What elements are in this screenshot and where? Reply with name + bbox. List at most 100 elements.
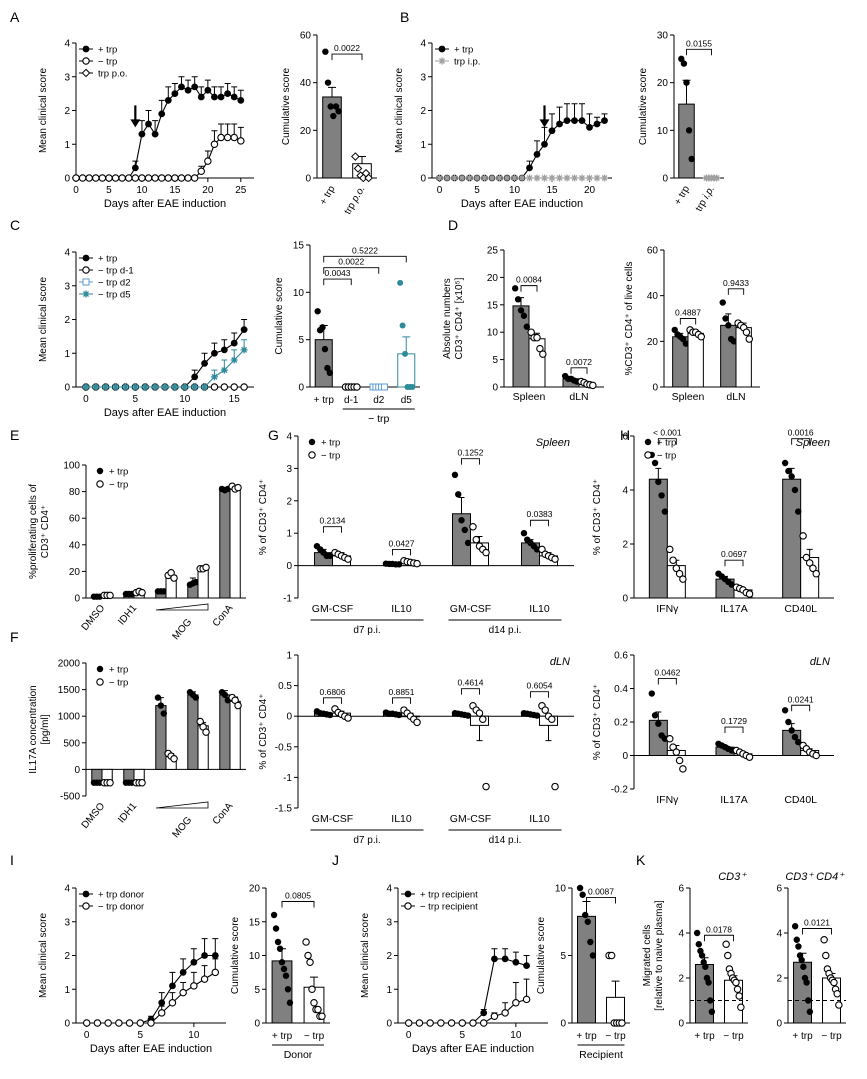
y-tick-label: 1 [64, 349, 70, 360]
legend-marker [82, 890, 90, 898]
y-axis-label: % of CD3⁺ CD4⁺ [592, 684, 603, 760]
y-axis-label: Cumulative score [536, 916, 547, 994]
bar [197, 568, 209, 599]
legend-marker [82, 57, 90, 65]
data-point [688, 155, 695, 163]
data-point [482, 548, 490, 557]
legend-marker [82, 902, 90, 910]
p-value-label: 0.0805 [285, 891, 311, 901]
data-point [472, 535, 480, 544]
y-tick-label: 0 [286, 712, 292, 723]
panel-letter: H [620, 427, 630, 443]
data-point [125, 1019, 134, 1027]
data-point [480, 1009, 488, 1017]
y-tick-label: 6 [776, 884, 782, 895]
y-tick-label: 5 [254, 985, 260, 996]
data-point [479, 1019, 488, 1027]
legend-marker [404, 890, 412, 898]
y-tick-label: 10 [249, 951, 261, 962]
data-point [526, 174, 533, 182]
data-point [523, 962, 530, 970]
x-group-label: GM-CSF [450, 813, 491, 825]
legend-marker [82, 254, 90, 262]
data-point [344, 714, 352, 722]
data-point [82, 383, 90, 391]
data-point [799, 532, 807, 540]
data-point [803, 979, 810, 986]
significance-bracket [281, 901, 315, 908]
data-point [131, 174, 140, 182]
data-point [240, 383, 248, 391]
y-axis-label-2: CD3⁺ CD4⁺ [40, 505, 51, 558]
y-axis-label: %proliferating cells of [28, 484, 39, 579]
bar [577, 915, 596, 1024]
p-value-label: 0.0178 [706, 924, 732, 934]
x-tick-label: 0 [406, 1030, 412, 1041]
legend-label: − trp d-1 [98, 266, 134, 277]
y-axis-label: Cumulative score [230, 916, 241, 994]
data-point [488, 174, 496, 182]
x-tick-label: 15 [169, 185, 181, 196]
data-point [160, 588, 168, 595]
group-sublabel: d7 p.i. [353, 625, 380, 636]
data-point [518, 174, 526, 182]
legend-label: − trp [321, 451, 340, 462]
y-tick-label: -0.5 [275, 742, 293, 753]
y-tick-label: 2 [678, 974, 684, 985]
data-point [589, 952, 597, 959]
data-point [672, 564, 681, 573]
data-point [192, 578, 200, 586]
data-point [324, 79, 332, 86]
data-point [481, 174, 488, 182]
panel-tag: Spleen [796, 437, 830, 449]
data-point [118, 174, 126, 182]
x-tick-label: 5 [106, 185, 112, 196]
y-tick-label: 3 [64, 72, 70, 83]
data-point [685, 127, 693, 134]
y-tick-label: 20 [647, 337, 659, 348]
y-tick-label: 10 [555, 884, 567, 895]
significance-bracket [392, 697, 411, 704]
p-value-label: 0.8851 [389, 687, 415, 697]
data-point [131, 383, 139, 391]
data-point [655, 720, 662, 727]
p-value-label: 0.4614 [458, 678, 484, 688]
data-point [658, 492, 665, 499]
x-axis-label: Days after EAE induction [461, 198, 583, 210]
group-label: Recipient [579, 1049, 623, 1061]
data-point [702, 963, 709, 970]
x-tick-label: 25 [235, 185, 247, 196]
x-category-label: − trp [304, 1031, 325, 1042]
data-point [240, 346, 248, 354]
x-category-label: + trp [792, 1031, 813, 1042]
data-point [436, 174, 443, 182]
x-category-label: trp i.p. [694, 184, 717, 214]
data-point [158, 110, 166, 118]
data-point [112, 383, 120, 391]
data-point [563, 117, 571, 125]
data-point [551, 555, 559, 563]
data-point [197, 93, 205, 101]
data-point [541, 174, 548, 182]
panel-letter: C [10, 217, 20, 233]
panel-letter: J [332, 852, 339, 868]
y-tick-label: -500 [60, 792, 80, 803]
arrow-head [539, 119, 550, 128]
data-point [587, 938, 594, 946]
y-axis-label: Cumulative score [638, 67, 649, 145]
data-point [190, 958, 198, 966]
y-tick-label: 2000 [58, 659, 81, 670]
series-line [85, 349, 245, 388]
y-tick-label: 2 [386, 951, 392, 962]
y-tick-label: 1 [286, 651, 292, 662]
data-point [722, 940, 730, 948]
data-point [820, 935, 828, 944]
bar [397, 353, 416, 388]
panel-letter: A [10, 9, 20, 25]
x-category-label: DMSO [80, 801, 108, 831]
y-tick-label: 0 [64, 383, 70, 394]
x-category-label: IDH1 [116, 801, 139, 826]
x-tick-label: 20 [584, 185, 596, 196]
dose-wedge [155, 603, 209, 611]
